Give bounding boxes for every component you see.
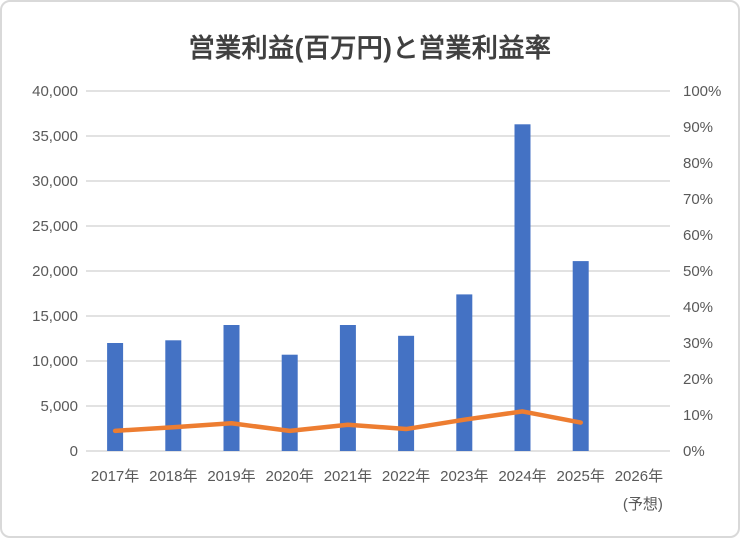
x-axis-label: 2020年 <box>266 468 314 485</box>
right-axis-tick: 90% <box>683 119 713 136</box>
operating-margin-line <box>112 409 583 434</box>
bar-2021年 <box>339 325 356 451</box>
right-axis-tick: 40% <box>683 299 713 316</box>
bar-2018年 <box>165 340 182 451</box>
right-axis-tick: 10% <box>683 407 713 424</box>
right-axis-tick: 20% <box>683 371 713 388</box>
bar-2019年 <box>223 325 240 451</box>
x-axis-label: 2024年 <box>498 468 546 485</box>
x-axis-label: 2019年 <box>207 468 255 485</box>
x-axis-label: 2022年 <box>382 468 430 485</box>
right-axis-tick: 30% <box>683 335 713 352</box>
bar-2023年 <box>456 294 473 451</box>
left-axis-tick: 20,000 <box>32 263 78 280</box>
right-axis-tick: 80% <box>683 155 713 172</box>
left-axis-tick: 5,000 <box>40 398 78 415</box>
bar-2024年 <box>514 124 531 452</box>
chart-title: 営業利益(百万円)と営業利益率 <box>188 33 552 63</box>
bar-2025年 <box>572 261 589 451</box>
right-axis-tick: 0% <box>683 443 705 460</box>
x-axis-label: 2026年 <box>615 468 663 485</box>
x-axis-label: 2017年 <box>91 468 139 485</box>
left-axis-tick: 25,000 <box>32 218 78 235</box>
x-axis-label: 2018年 <box>149 468 197 485</box>
x-axis-label: 2021年 <box>324 468 372 485</box>
right-axis-tick: 100% <box>683 83 721 100</box>
bar-2017年 <box>107 343 124 451</box>
left-axis-tick: 30,000 <box>32 173 78 190</box>
x-axis-label: 2025年 <box>557 468 605 485</box>
right-axis-tick: 50% <box>683 263 713 280</box>
left-axis-tick: 15,000 <box>32 308 78 325</box>
left-axis-tick: 10,000 <box>32 353 78 370</box>
x-axis-label: 2023年 <box>440 468 488 485</box>
left-axis-tick: 40,000 <box>32 83 78 100</box>
bar-2020年 <box>281 354 298 451</box>
left-axis-tick: 0 <box>70 443 78 460</box>
forecast-note: (予想) <box>623 496 663 513</box>
bar-2022年 <box>398 335 415 451</box>
left-axis-tick: 35,000 <box>32 128 78 145</box>
right-axis-tick: 70% <box>683 191 713 208</box>
right-axis-tick: 60% <box>683 227 713 244</box>
